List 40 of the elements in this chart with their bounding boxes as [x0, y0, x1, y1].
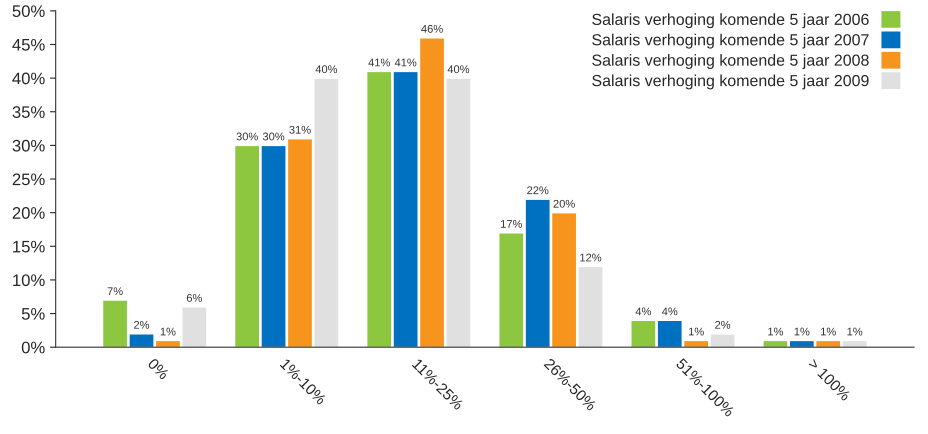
data-label: 4%: [636, 308, 651, 316]
data-label: 1%: [688, 328, 704, 336]
y-tick-label: 0%: [22, 342, 45, 354]
y-tick-label: 35%: [12, 106, 45, 118]
y-tick-label: 20%: [12, 207, 45, 219]
data-label: 4%: [662, 308, 678, 316]
data-label: 30%: [262, 132, 284, 140]
legend-label: Salaris verhoging komende 5 jaar 2007: [592, 34, 869, 49]
y-tick-label: 50%: [12, 5, 45, 18]
data-label: 40%: [448, 65, 470, 74]
y-tick-label: 10%: [13, 274, 45, 286]
data-label: 1%: [794, 328, 810, 336]
y-tick-label: 25%: [12, 173, 45, 186]
data-label: 30%: [236, 132, 258, 140]
data-label: 41%: [394, 58, 416, 66]
data-label: 46%: [421, 24, 443, 33]
y-tick-label: 40%: [12, 72, 45, 84]
y-tick-label: 30%: [12, 140, 45, 152]
data-label: 17%: [501, 220, 522, 228]
data-label: 2%: [134, 320, 150, 329]
data-label: 1%: [847, 328, 862, 336]
x-tick-label: 0%: [147, 358, 170, 380]
data-label: 41%: [368, 58, 390, 66]
data-label: 6%: [186, 294, 202, 302]
data-label: 31%: [289, 126, 311, 134]
y-tick-label: 45%: [12, 38, 45, 51]
legend-label: Salaris verhoging komende 5 jaar 2008: [592, 54, 869, 69]
data-label: 1%: [768, 328, 784, 336]
data-label: 2%: [715, 320, 730, 329]
legend-label: Salaris verhoging komende 5 jaar 2006: [592, 13, 869, 28]
legend-label: Salaris verhoging komende 5 jaar 2009: [592, 74, 869, 90]
data-label: 40%: [316, 65, 338, 74]
data-label: 22%: [527, 186, 548, 194]
data-label: 7%: [108, 287, 123, 296]
data-label: 1%: [160, 328, 176, 336]
data-label: 1%: [821, 328, 836, 336]
data-label: 20%: [554, 200, 575, 208]
y-tick-label: 5%: [22, 308, 45, 320]
data-label: 12%: [580, 254, 602, 262]
y-tick-label: 15%: [13, 240, 45, 252]
